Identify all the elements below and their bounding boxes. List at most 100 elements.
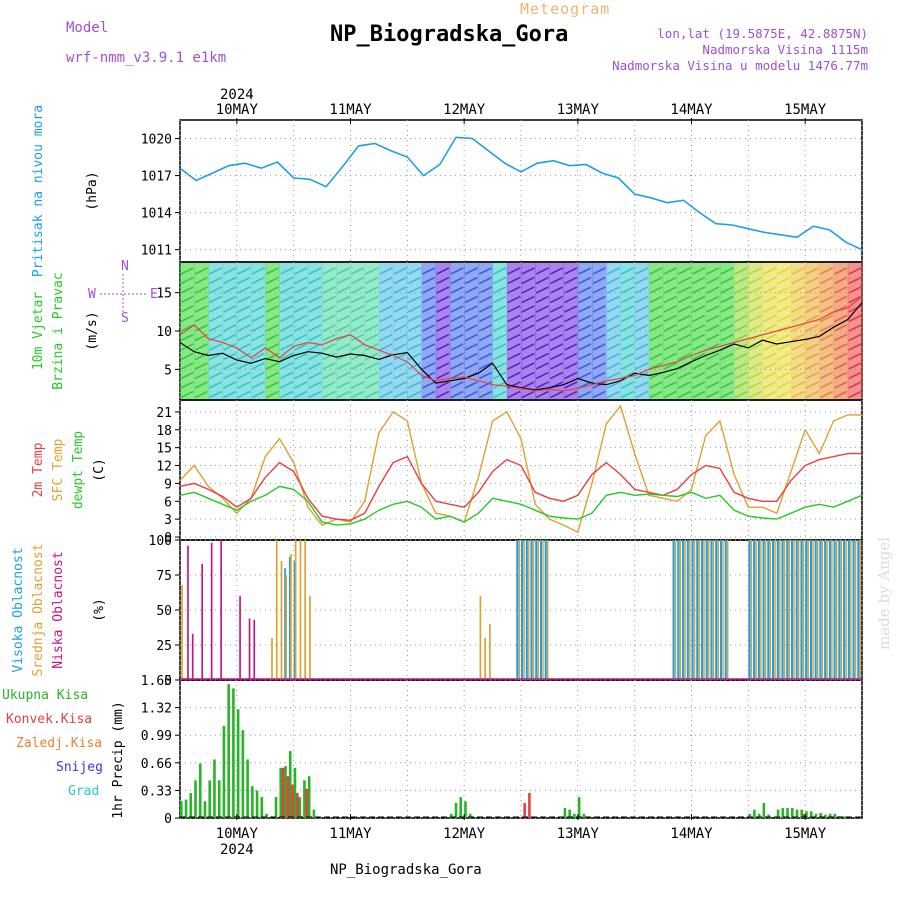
wind-barb [194,371,208,380]
precip-bar-0 [236,709,240,818]
cloud-bar-1 [280,561,283,680]
wind-barb [209,390,222,399]
wind-barb [479,343,492,351]
wind-barb [592,314,606,323]
wind-barb [578,362,592,370]
wind-barb [606,295,620,304]
wind-barb [635,343,649,351]
wind-barb [209,314,222,323]
wind-barb [393,276,407,285]
wind-barb [365,333,379,342]
cloud-bar-high [530,540,533,680]
wind-barb [379,381,393,389]
wind-barb [677,390,691,399]
precip-bar-0 [260,797,264,818]
wind-barb [734,286,748,294]
cloud-bar-mid [679,540,682,680]
cloud-bar-mid [760,540,762,680]
cloud-bar-high [700,540,704,680]
wind-barb [848,352,862,361]
wind-barb [635,324,649,332]
wind-barb [820,371,833,380]
wind-barb [592,276,606,285]
wind-barb [393,305,407,313]
day-label-bottom: 14MAY [670,826,713,842]
wind-barb [748,305,762,313]
wind-barb [791,333,805,342]
wind-barb [649,295,663,304]
wind-barb [322,324,336,332]
wind-barb [450,381,464,389]
wind-barb [820,324,833,332]
wind-barb [677,267,691,275]
wind-barb [294,314,308,323]
wind-barb [635,305,649,313]
wind-barb [336,286,350,294]
wind-barb [237,324,251,332]
wind-barb [507,390,521,399]
wind-barb [748,390,762,399]
cloud-bar-1 [181,584,183,680]
precip-bar-0 [781,807,785,818]
wind-barb [479,276,492,285]
cloud-bar-mid [807,540,809,680]
wind-barb [706,295,720,304]
cloud-bar-mid [532,540,535,680]
wind-barb [379,267,393,275]
wind-barb [507,314,521,323]
wind-barb [308,295,322,304]
wind-barb [464,267,478,275]
wind-barb [194,362,208,370]
wind-barb [692,371,706,380]
wind-barb [294,381,308,389]
wind-barb [521,381,535,389]
wind-barb [791,371,805,380]
wind-barb [393,324,407,332]
wind-barb [436,286,450,294]
wind-barb [606,390,620,399]
wind-barb [180,267,194,275]
precip-legend-3: Snijeg [56,760,103,775]
wind-gust-line [179,296,863,392]
wind-barb [308,371,322,380]
wind-barb [635,314,649,323]
wind-barb [493,276,507,285]
wind-barb [251,305,265,313]
wind-barb [294,362,308,370]
wind-barb [223,371,237,380]
precip-bar-0 [293,767,297,818]
wind-barb [521,352,535,361]
cloud-bar-mid [793,540,795,680]
wind-barb [436,390,450,399]
wind-barb [237,343,251,351]
low-cloud-ylabel: Niska Oblacnost [51,551,66,668]
wind-barb [621,276,635,285]
wind-barb [265,333,279,342]
wind-barb [464,324,478,332]
wind-barb [663,381,677,389]
wind-barb [663,333,677,342]
cloud-bar-high [809,540,813,680]
wind-barb [734,305,748,313]
wind-barb [521,314,535,323]
wind-barb [251,333,265,342]
ytick-label: 75 [156,569,172,584]
cloud-bar-2 [248,618,251,680]
wind-barb [692,381,706,389]
wind-barb [464,381,478,389]
day-label-top: 11MAY [329,102,372,118]
wind-barb [805,371,819,380]
precip-bar-0 [251,786,254,818]
wind-barb [649,286,663,294]
wind-barb [777,314,791,323]
wind-barb [564,276,578,285]
wind-barb [308,286,322,294]
wind-barb [237,295,251,304]
wind-barb [578,371,592,380]
wind-barb [322,267,336,275]
wind-barb [692,390,706,399]
wind-barb [351,314,365,323]
wind-barb [393,362,407,370]
wind-barb [379,333,393,342]
cloud-bar-mid [518,540,521,680]
